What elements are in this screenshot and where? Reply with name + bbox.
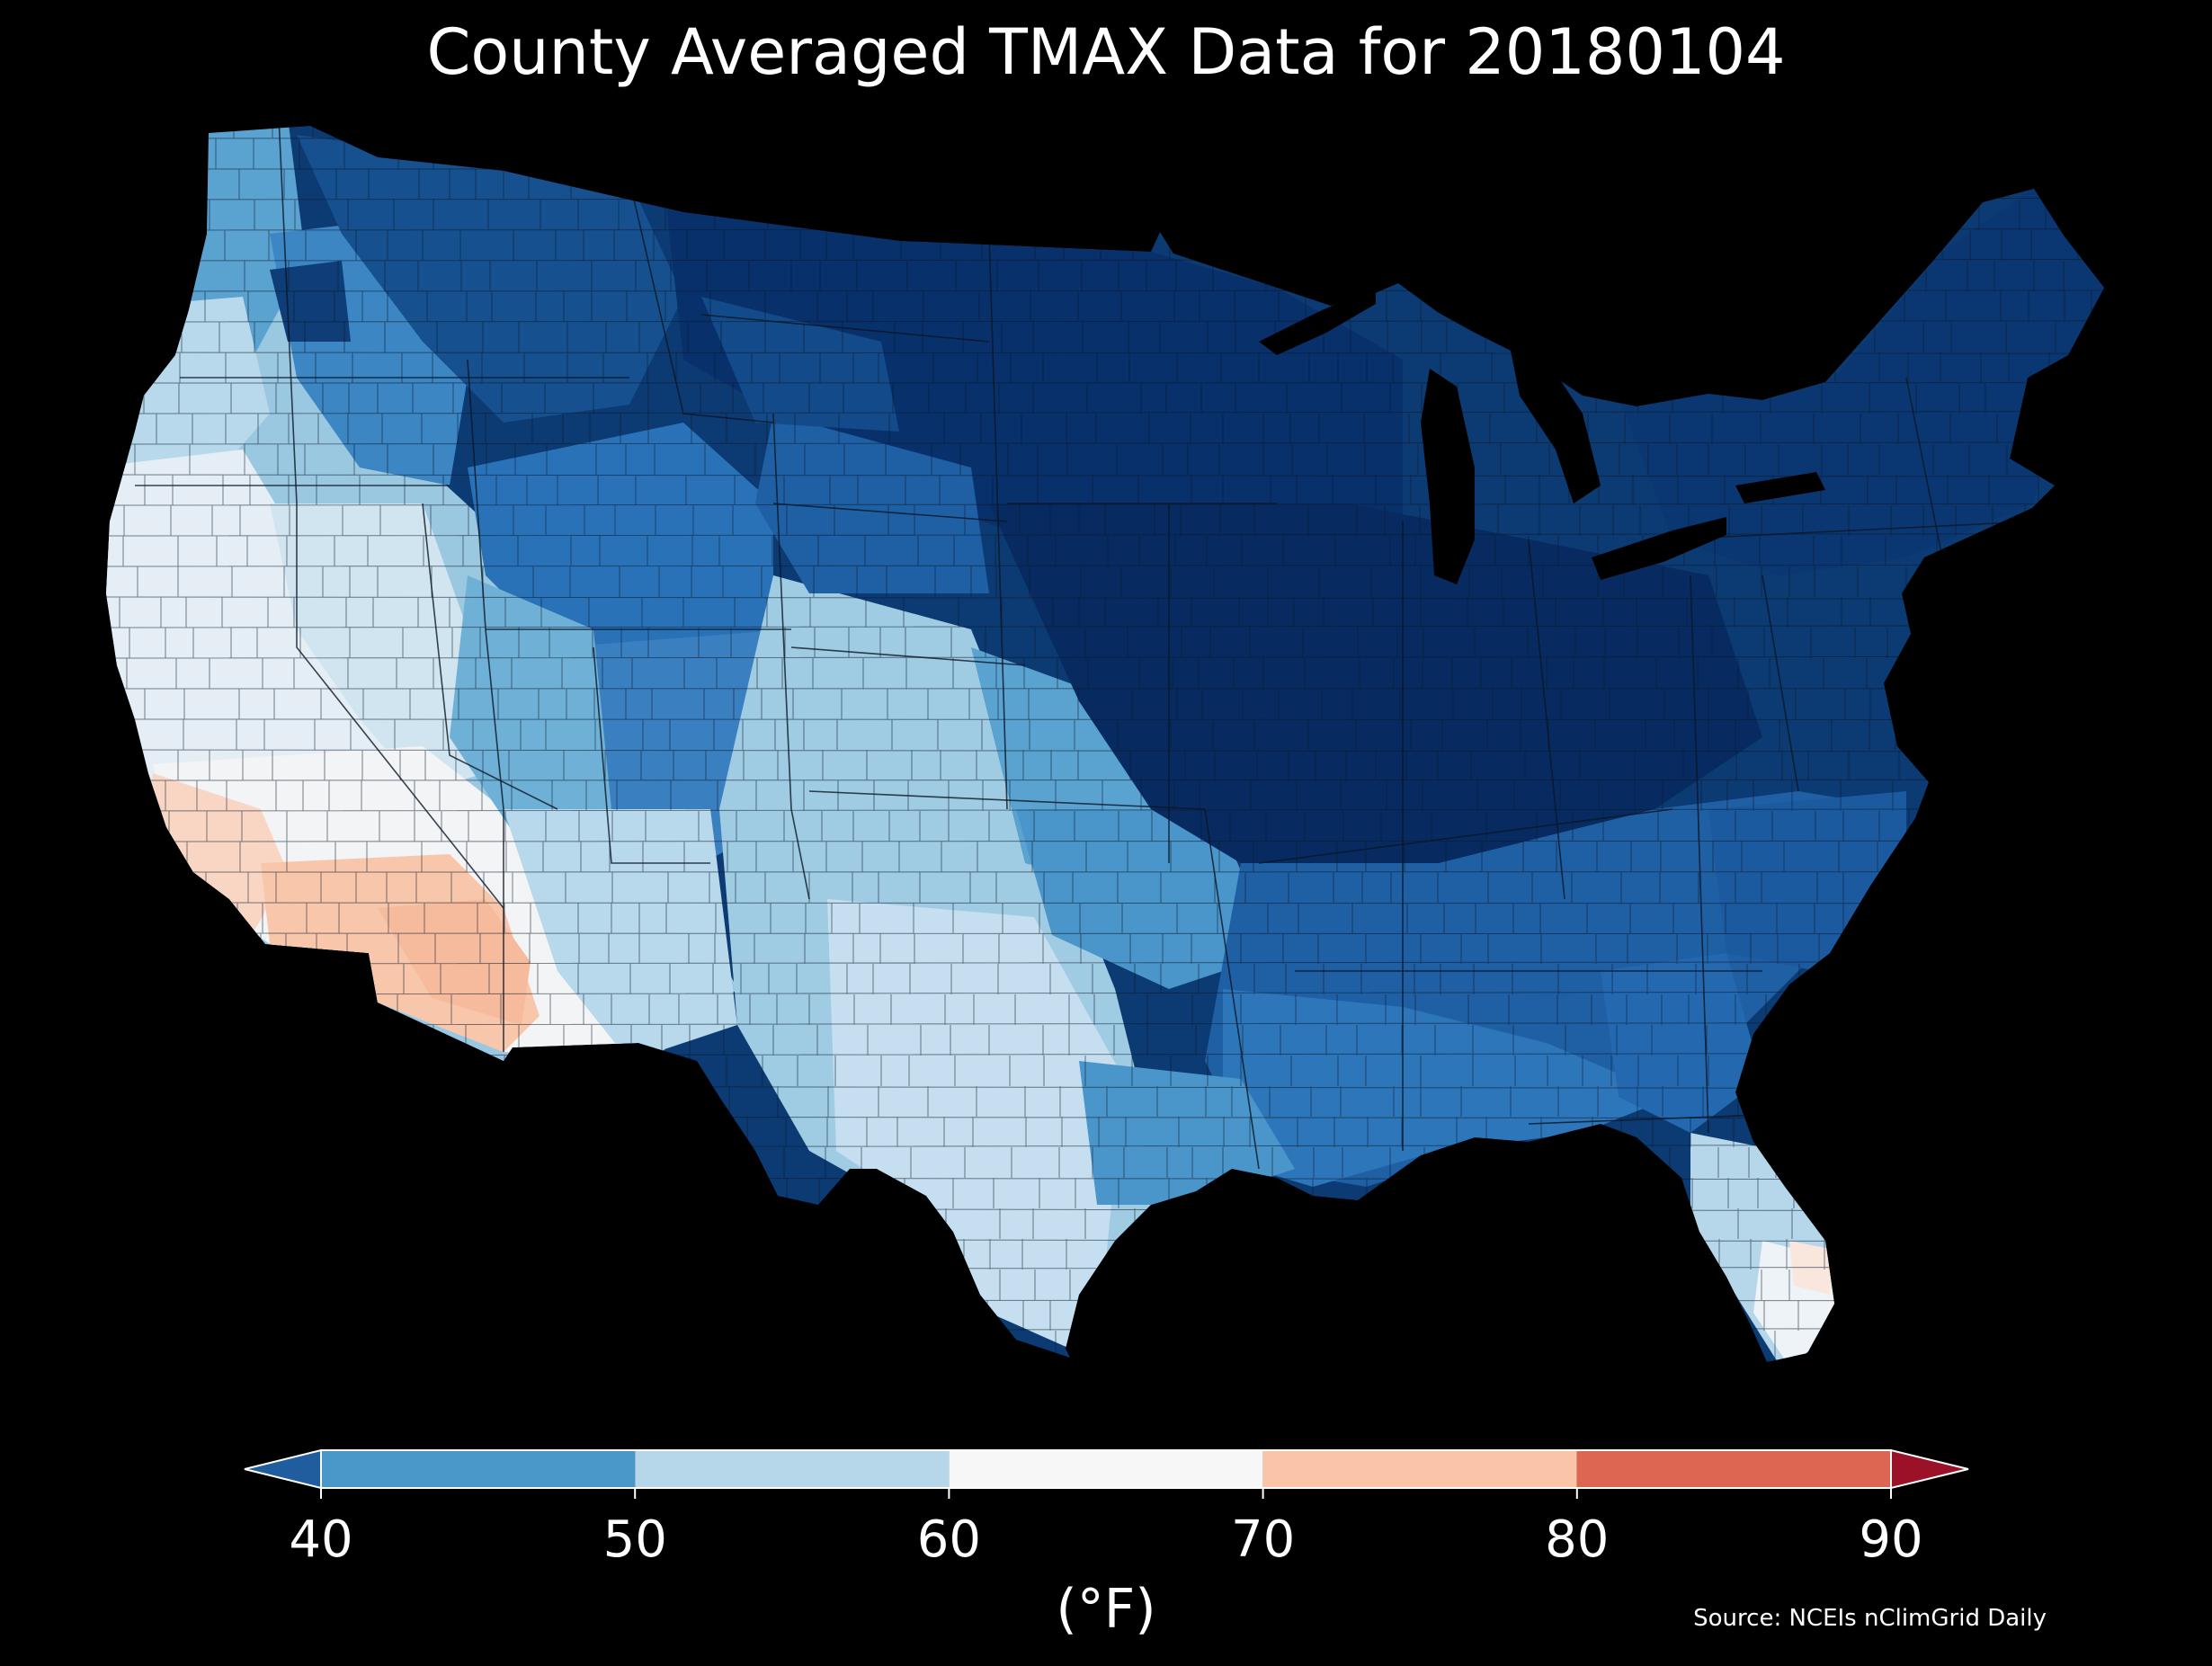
utah-cool-region <box>450 575 611 845</box>
state-boundaries <box>135 126 2033 1170</box>
colorbar: 40 50 60 70 80 90 (°F) <box>244 1448 1969 1641</box>
colorbar-tick-label-80: 80 <box>1545 1510 1609 1569</box>
sd-cold-region <box>701 297 899 432</box>
northeast-cold-region <box>1619 189 2104 575</box>
colorbar-tick-label-60: 60 <box>917 1510 981 1569</box>
map-title: County Averaged TMAX Data for 20180104 <box>426 15 1785 89</box>
colorbar-ticks: 40 50 60 70 80 90 <box>289 1488 1923 1569</box>
colorbar-bin-70-80 <box>1262 1450 1577 1488</box>
source-note: Source: NCEIs nClimGrid Daily <box>1693 1605 2047 1632</box>
colorbar-bin-40-50 <box>321 1450 636 1488</box>
colorbar-tick-label-70: 70 <box>1231 1510 1295 1569</box>
colorbar-bin-60-70 <box>949 1450 1263 1488</box>
midwest-coldest-region <box>989 503 1762 863</box>
colorbar-over-arrow <box>1890 1448 1969 1490</box>
colorbar-tick-label-90: 90 <box>1859 1510 1922 1569</box>
colorbar-bins <box>320 1449 1892 1489</box>
lake-erie <box>1592 517 1726 580</box>
colorbar-tick-label-40: 40 <box>289 1510 352 1569</box>
lake-huron <box>1511 351 1601 503</box>
texas-pale-region <box>827 899 1124 1349</box>
northern-plains-coldest <box>665 198 1403 575</box>
colorbar-tick-label-50: 50 <box>603 1510 667 1569</box>
lake-michigan <box>1421 369 1475 584</box>
choropleth-map <box>106 126 2104 1362</box>
colorbar-bin-50-60 <box>635 1450 950 1488</box>
gulf-coast-cool-region <box>1079 1061 1295 1205</box>
carolina-cold-region <box>1708 791 1906 971</box>
lake-ontario <box>1735 472 1825 503</box>
lake-superior <box>1259 288 1376 355</box>
nebraska-cold-region <box>755 414 989 593</box>
great-lakes <box>1259 288 1825 584</box>
colorbar-bin-80-90 <box>1576 1450 1891 1488</box>
colorbar-unit-label: (°F) <box>1056 1578 1155 1641</box>
colorbar-under-arrow <box>244 1448 322 1490</box>
